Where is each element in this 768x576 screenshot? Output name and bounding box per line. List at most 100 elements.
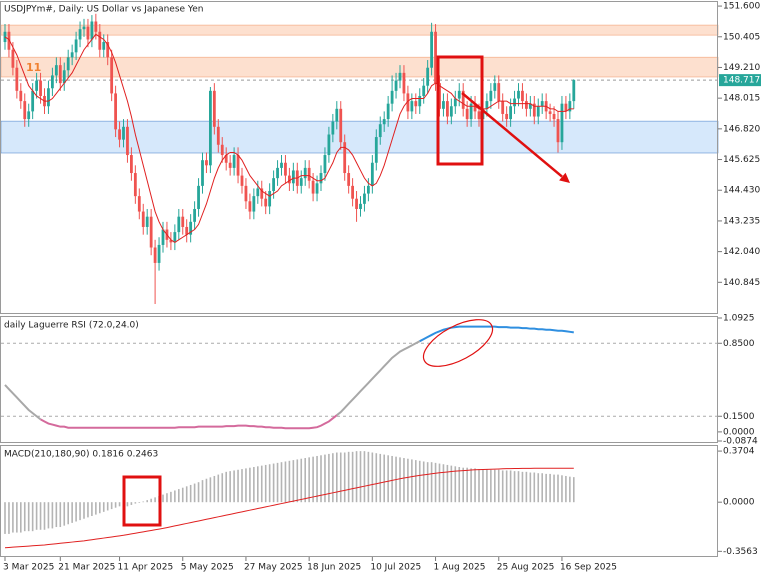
- histogram-bar: [209, 477, 212, 503]
- histogram-bar: [23, 502, 26, 532]
- y-tick-label: 150.405: [723, 32, 760, 42]
- candle-body: [118, 129, 121, 140]
- candle-body: [453, 98, 457, 107]
- candle-body: [149, 216, 153, 248]
- histogram-bar: [276, 462, 279, 503]
- y-tick-label: 146.820: [723, 124, 760, 134]
- histogram-bar: [99, 502, 101, 514]
- histogram-bar: [324, 454, 326, 503]
- histogram-bar: [497, 469, 500, 503]
- histogram-bar: [154, 497, 156, 503]
- candle-body: [212, 90, 216, 127]
- candle-body: [525, 101, 528, 109]
- histogram-bar: [51, 502, 54, 529]
- candle-body: [94, 21, 98, 32]
- candle-body: [260, 188, 264, 199]
- indicator-line: [4, 384, 42, 421]
- histogram-bar: [328, 453, 330, 503]
- candle-body: [355, 198, 358, 209]
- candle-body: [114, 93, 117, 130]
- histogram-bar: [403, 458, 405, 503]
- histogram-bar: [91, 502, 93, 516]
- histogram-bar: [320, 455, 322, 503]
- candle-body: [457, 90, 461, 99]
- x-tick-label: 10 Jul 2025: [370, 563, 421, 573]
- candle-body: [410, 101, 414, 112]
- histogram-bar: [253, 467, 255, 503]
- candle-body: [430, 31, 433, 68]
- histogram-bar: [517, 471, 520, 503]
- histogram-bar: [174, 490, 176, 503]
- histogram-bar: [213, 475, 216, 503]
- histogram-bar: [549, 473, 551, 503]
- candle-body: [248, 201, 252, 212]
- candle-body: [398, 72, 402, 81]
- histogram-bar: [217, 474, 220, 503]
- histogram-bar: [430, 462, 433, 503]
- indicator-line: [40, 414, 338, 430]
- histogram-bar: [12, 502, 14, 533]
- candle-body: [54, 65, 58, 76]
- candle-body: [181, 216, 185, 227]
- histogram-bar: [553, 474, 555, 503]
- histogram-bar: [426, 462, 429, 503]
- histogram-bar: [351, 451, 354, 503]
- candle-body: [240, 175, 244, 186]
- candle-body: [66, 57, 70, 71]
- histogram-bar: [95, 502, 97, 515]
- histogram-bar: [343, 452, 346, 503]
- histogram-bar: [399, 457, 401, 503]
- candle-body: [173, 232, 177, 243]
- histogram-bar: [260, 465, 263, 503]
- zone: [0, 120, 719, 154]
- histogram-bar: [264, 464, 267, 503]
- histogram-bar: [509, 470, 512, 503]
- arrow-head: [559, 172, 570, 183]
- candle-body: [78, 29, 82, 40]
- histogram-bar: [486, 469, 488, 503]
- histogram-bar: [221, 473, 224, 503]
- histogram-bar: [189, 484, 192, 503]
- histogram-bar: [205, 478, 208, 503]
- candle-body: [169, 239, 173, 243]
- histogram-bar: [458, 467, 461, 503]
- histogram-bar: [118, 502, 121, 507]
- candle-body: [268, 191, 272, 207]
- candle-body: [256, 188, 260, 197]
- histogram-bar: [529, 472, 532, 503]
- histogram-bar: [130, 502, 133, 505]
- histogram-bar: [39, 502, 42, 530]
- y-tick-label: 140.845: [723, 278, 760, 288]
- histogram-bar: [478, 469, 480, 503]
- histogram-bar: [16, 502, 18, 533]
- histogram-bar: [87, 502, 89, 518]
- histogram-bar: [490, 469, 492, 503]
- candle-body: [98, 31, 102, 50]
- histogram-bar: [67, 502, 69, 525]
- candle-body: [394, 80, 398, 91]
- histogram-bar: [185, 486, 188, 503]
- candle-body: [477, 111, 481, 120]
- candle-body: [449, 106, 453, 117]
- histogram-bar: [138, 502, 141, 503]
- candle-body: [323, 155, 327, 174]
- candle-body: [193, 208, 196, 222]
- candle-body: [548, 111, 552, 114]
- histogram-bar: [237, 469, 239, 503]
- candle-body: [126, 126, 129, 156]
- histogram-bar: [280, 462, 283, 503]
- annotation: 11: [26, 61, 41, 74]
- histogram-bar: [162, 494, 164, 503]
- histogram-bar: [332, 453, 334, 503]
- candle-body: [560, 103, 564, 143]
- candle-body: [201, 160, 204, 186]
- candle-body: [39, 80, 42, 96]
- candle-body: [497, 83, 501, 102]
- x-tick-label: 5 May 2025: [181, 563, 234, 573]
- candle-body: [536, 106, 540, 117]
- candle-body: [280, 162, 283, 168]
- histogram-bar: [466, 467, 468, 503]
- histogram-bar: [110, 502, 113, 510]
- macd-panel-frame: [0, 445, 718, 557]
- histogram-bar: [47, 502, 50, 529]
